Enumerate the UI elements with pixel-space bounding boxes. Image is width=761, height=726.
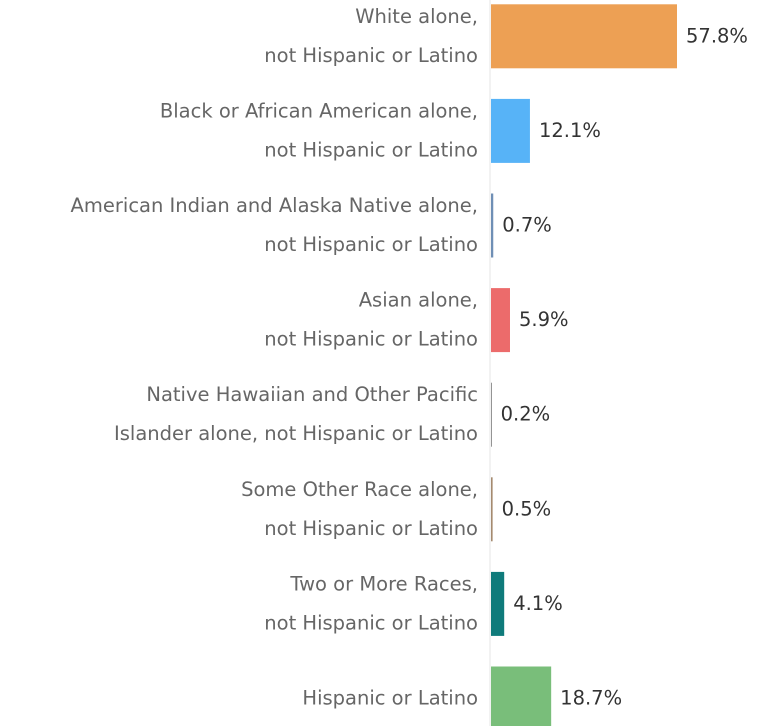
category-label: Hispanic or Latino bbox=[302, 687, 478, 710]
bar-row: American Indian and Alaska Native alone,… bbox=[71, 193, 552, 258]
bar[interactable] bbox=[491, 4, 677, 69]
category-label-line: White alone, bbox=[355, 5, 478, 28]
bar-row: Hispanic or Latino 18.7% bbox=[302, 666, 622, 726]
bar-row: White alone, not Hispanic or Latino 57.8% bbox=[264, 4, 748, 69]
value-label: 5.9% bbox=[519, 308, 569, 331]
category-label-line: not Hispanic or Latino bbox=[264, 328, 478, 351]
category-label: White alone, not Hispanic or Latino bbox=[264, 5, 478, 67]
category-label: Two or More Races, not Hispanic or Latino bbox=[264, 572, 478, 634]
bar[interactable] bbox=[491, 193, 494, 258]
bar-row: Some Other Race alone, not Hispanic or La… bbox=[241, 477, 552, 542]
category-label-line: Black or African American alone, bbox=[160, 99, 478, 122]
category-label-line: Two or More Races, bbox=[289, 572, 478, 595]
bar[interactable] bbox=[491, 382, 492, 447]
category-label-line: not Hispanic or Latino bbox=[264, 517, 478, 540]
bar-row: Asian alone, not Hispanic or Latino 5.9% bbox=[264, 288, 569, 353]
value-label: 12.1% bbox=[539, 119, 601, 142]
category-label-line: American Indian and Alaska Native alone, bbox=[71, 194, 478, 217]
bar[interactable] bbox=[491, 477, 493, 542]
value-label: 4.1% bbox=[513, 592, 563, 615]
bar[interactable] bbox=[491, 288, 510, 353]
category-label-line: not Hispanic or Latino bbox=[264, 233, 478, 256]
category-label-line: not Hispanic or Latino bbox=[264, 611, 478, 634]
bar-row: Black or African American alone, not Hisp… bbox=[160, 98, 601, 163]
category-label-line: Asian alone, bbox=[359, 289, 478, 312]
bar[interactable] bbox=[491, 666, 552, 726]
value-label: 18.7% bbox=[560, 687, 622, 710]
bar[interactable] bbox=[491, 98, 530, 163]
category-label: Some Other Race alone, not Hispanic or La… bbox=[241, 478, 478, 540]
category-label-line: not Hispanic or Latino bbox=[264, 44, 478, 67]
category-label-line: Hispanic or Latino bbox=[302, 687, 478, 710]
value-label: 57.8% bbox=[686, 24, 748, 47]
category-label: Native Hawaiian and Other Pacific Islande… bbox=[114, 383, 478, 445]
category-label: American Indian and Alaska Native alone,… bbox=[71, 194, 478, 256]
bar-row: Two or More Races, not Hispanic or Latino… bbox=[264, 571, 563, 636]
category-label-line: Native Hawaiian and Other Pacific bbox=[146, 383, 478, 406]
category-label-line: not Hispanic or Latino bbox=[264, 138, 478, 161]
value-label: 0.7% bbox=[502, 214, 552, 237]
category-label-line: Some Other Race alone, bbox=[241, 478, 478, 501]
bar[interactable] bbox=[491, 571, 505, 636]
value-label: 0.5% bbox=[502, 497, 552, 520]
value-label: 0.2% bbox=[501, 403, 551, 426]
category-label-line: Islander alone, not Hispanic or Latino bbox=[114, 422, 478, 445]
category-label: Black or African American alone, not Hisp… bbox=[160, 99, 478, 161]
category-label: Asian alone, not Hispanic or Latino bbox=[264, 289, 478, 351]
bar-row: Native Hawaiian and Other Pacific Islande… bbox=[114, 382, 551, 447]
